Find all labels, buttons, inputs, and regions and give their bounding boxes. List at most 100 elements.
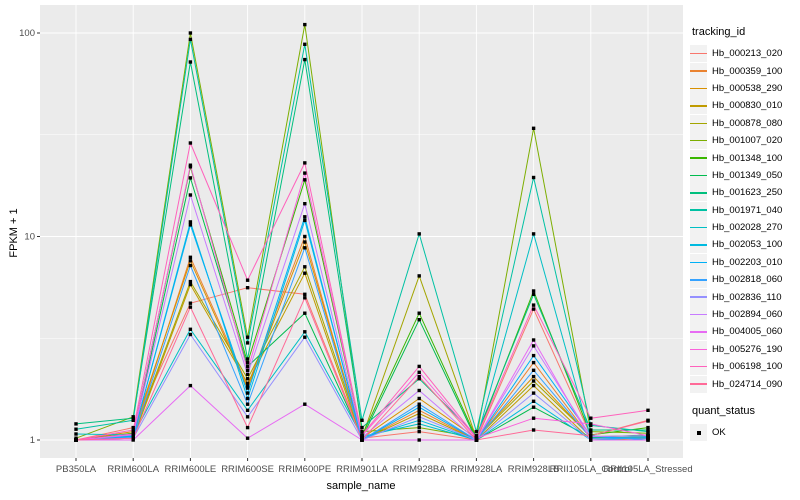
- data-point: [589, 428, 593, 432]
- data-point: [417, 429, 421, 434]
- data-point: [245, 357, 250, 361]
- legend-item-label: OK: [712, 427, 726, 438]
- data-point: [303, 240, 307, 244]
- legend-key-line-icon: [690, 279, 707, 281]
- legend-item-Hb_000878_080: Hb_000878_080: [690, 114, 800, 132]
- legend-key-box: [690, 132, 707, 150]
- legend-item-Hb_002818_060: Hb_002818_060: [690, 271, 800, 289]
- data-point: [245, 381, 250, 385]
- data-point: [646, 408, 650, 412]
- x-tick-label: RRIM901LA: [336, 464, 388, 475]
- data-point: [360, 418, 364, 422]
- legend-key-line-icon: [690, 52, 707, 55]
- legend-item-Hb_005276_190: Hb_005276_190: [690, 340, 800, 358]
- data-point: [589, 416, 593, 420]
- data-point: [188, 220, 193, 224]
- data-point: [417, 408, 421, 412]
- legend-key-line-icon: [690, 70, 707, 72]
- data-point: [589, 436, 593, 440]
- data-point: [188, 31, 193, 35]
- data-point: [131, 416, 135, 420]
- legend-item-label: Hb_002836_110: [712, 291, 782, 303]
- legend-item-Hb_001349_050: Hb_001349_050: [690, 166, 800, 184]
- legend-key-line-icon: [690, 348, 707, 351]
- data-point: [245, 372, 250, 377]
- data-point: [417, 422, 421, 426]
- data-point: [245, 425, 250, 430]
- legend-key-box: [690, 288, 707, 306]
- legend-item-label: Hb_002894_060: [712, 309, 783, 321]
- x-tick-label: RRIM600PE: [278, 464, 331, 475]
- legend-key-line-icon: [690, 383, 707, 385]
- data-point: [303, 296, 307, 300]
- legend-item-label: Hb_000830_010: [712, 100, 783, 112]
- legend-key-line-icon: [690, 365, 707, 368]
- data-point: [245, 364, 250, 369]
- data-point: [531, 126, 536, 130]
- legend-key-line-icon: [690, 105, 707, 107]
- legend-item-label: Hb_002818_060: [712, 274, 783, 286]
- data-point: [417, 425, 421, 430]
- data-point: [417, 364, 421, 369]
- data-point: [531, 338, 536, 342]
- data-point: [531, 344, 536, 348]
- legend-key-line-icon: [690, 157, 707, 159]
- data-point: [474, 435, 479, 440]
- data-point: [131, 428, 135, 432]
- data-point: [188, 279, 193, 284]
- legend-key-box: [690, 97, 707, 115]
- data-point: [360, 438, 364, 442]
- legend-item-Hb_000213_020: Hb_000213_020: [690, 45, 800, 63]
- legend-item-label: Hb_001348_100: [712, 152, 783, 164]
- data-point: [646, 438, 650, 442]
- data-point: [188, 332, 193, 337]
- data-point: [303, 246, 307, 250]
- data-point: [417, 438, 421, 442]
- data-point: [188, 163, 193, 167]
- data-point: [474, 438, 479, 442]
- x-tick-label: PB350LA: [56, 464, 97, 475]
- data-point: [589, 422, 593, 426]
- legend-key-box: [690, 45, 707, 63]
- data-point: [646, 419, 650, 423]
- legend-item-label: Hb_000538_290: [712, 82, 783, 94]
- data-point: [303, 335, 307, 339]
- legend-item-label: Hb_001349_050: [712, 169, 783, 181]
- data-point: [74, 432, 78, 436]
- data-point: [188, 327, 193, 331]
- data-point: [245, 402, 250, 406]
- data-point: [417, 232, 421, 236]
- legend-key-box: [690, 424, 707, 441]
- data-point: [245, 415, 250, 419]
- data-point: [360, 425, 364, 430]
- legend-key-box: [690, 236, 707, 254]
- data-point: [303, 171, 307, 175]
- data-point: [74, 422, 78, 426]
- legend-item-ok: OK: [690, 424, 800, 441]
- data-point: [531, 360, 536, 365]
- data-point: [188, 383, 193, 388]
- legend-item-label: Hb_002203_010: [712, 256, 783, 268]
- legend-key-box: [690, 201, 707, 219]
- legend-key-box: [690, 149, 707, 167]
- data-point: [303, 271, 307, 275]
- data-point: [589, 434, 593, 438]
- data-point: [646, 429, 650, 434]
- legend-item-label: Hb_002028_270: [712, 222, 783, 234]
- legend-key-line-icon: [690, 226, 707, 229]
- data-point: [131, 425, 135, 430]
- data-point: [417, 311, 421, 315]
- legend-item-label: Hb_001623_250: [712, 187, 783, 199]
- data-point: [188, 301, 193, 305]
- legend-item-Hb_006198_100: Hb_006198_100: [690, 358, 800, 376]
- data-point: [303, 311, 307, 315]
- legend-key-line-icon: [690, 192, 707, 194]
- legend-key-box: [690, 219, 707, 237]
- data-point: [303, 215, 307, 219]
- data-point: [303, 161, 307, 165]
- data-point: [303, 202, 307, 206]
- data-point: [188, 305, 193, 309]
- data-point: [245, 408, 250, 412]
- legend-item-Hb_002836_110: Hb_002836_110: [690, 288, 800, 306]
